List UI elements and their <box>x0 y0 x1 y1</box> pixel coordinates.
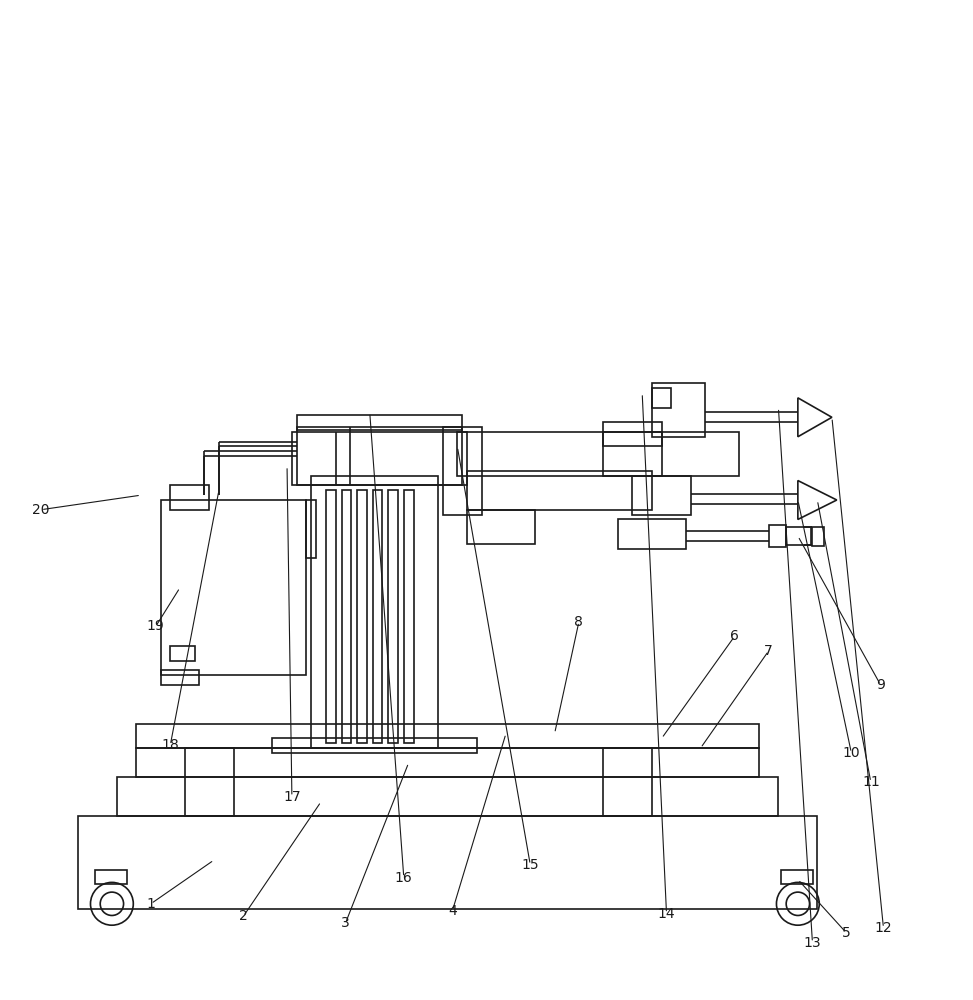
Bar <box>467 510 535 544</box>
Text: 12: 12 <box>875 921 892 935</box>
Bar <box>373 490 382 743</box>
Text: 14: 14 <box>658 907 675 921</box>
Bar <box>311 476 438 748</box>
Bar <box>618 519 686 549</box>
Bar <box>603 748 652 816</box>
Bar <box>161 500 306 675</box>
Bar <box>136 724 759 748</box>
Bar <box>457 432 739 476</box>
Bar <box>652 383 705 437</box>
Text: 17: 17 <box>283 790 301 804</box>
Bar <box>78 816 817 909</box>
Bar <box>326 490 336 743</box>
Text: 10: 10 <box>843 746 860 760</box>
Bar <box>786 527 811 545</box>
Bar <box>812 527 824 546</box>
Text: 8: 8 <box>574 615 584 629</box>
Text: 15: 15 <box>522 858 539 872</box>
Bar <box>603 422 662 446</box>
Text: 3: 3 <box>342 916 349 930</box>
Bar <box>95 870 127 884</box>
Bar <box>136 748 759 777</box>
Bar <box>185 748 234 816</box>
Bar <box>170 485 209 510</box>
Bar <box>342 490 351 743</box>
Text: 2: 2 <box>239 909 247 923</box>
Bar <box>357 490 367 743</box>
Bar <box>161 670 199 685</box>
Text: 7: 7 <box>765 644 773 658</box>
Bar <box>769 525 786 547</box>
Bar <box>297 427 462 485</box>
Bar <box>781 870 813 884</box>
Bar <box>170 646 195 661</box>
Text: 1: 1 <box>146 897 156 911</box>
Bar <box>632 476 691 515</box>
Text: 11: 11 <box>862 775 880 789</box>
Bar <box>117 777 778 816</box>
Bar <box>306 500 316 558</box>
Bar <box>388 490 398 743</box>
Text: 4: 4 <box>449 904 456 918</box>
Text: 6: 6 <box>730 629 739 643</box>
Bar <box>443 427 482 515</box>
Text: 20: 20 <box>32 503 50 517</box>
Text: 16: 16 <box>395 871 413 885</box>
Bar <box>603 432 662 476</box>
Text: 9: 9 <box>876 678 885 692</box>
Bar <box>467 471 652 510</box>
Bar <box>404 490 414 743</box>
Bar <box>272 738 477 753</box>
Text: 19: 19 <box>147 619 164 633</box>
Bar <box>652 388 671 408</box>
Bar <box>292 432 467 485</box>
Text: 5: 5 <box>843 926 850 940</box>
Text: 13: 13 <box>804 936 821 950</box>
Text: 18: 18 <box>162 738 179 752</box>
Bar <box>297 415 462 430</box>
